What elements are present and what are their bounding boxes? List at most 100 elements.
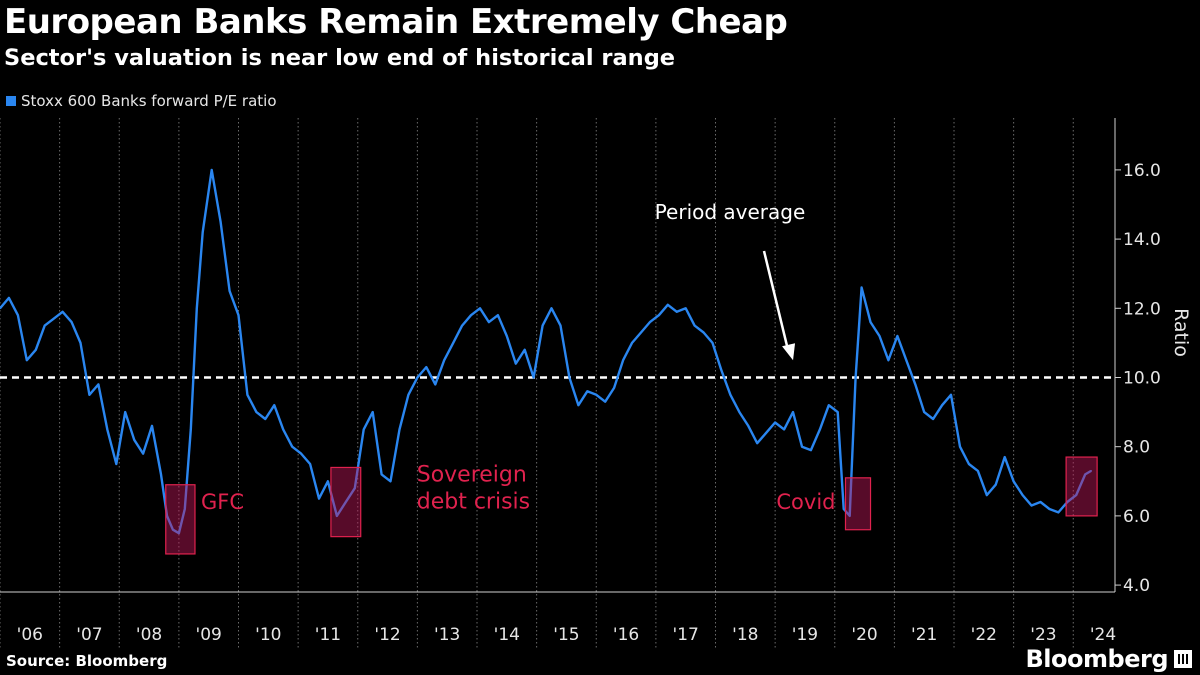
x-tick-label: '13	[434, 625, 460, 645]
data-point	[968, 463, 970, 465]
data-point	[452, 341, 455, 344]
data-point	[335, 514, 338, 517]
data-point	[97, 383, 100, 386]
data-point	[985, 494, 988, 497]
data-point	[783, 428, 785, 431]
data-point	[0, 307, 1, 310]
x-tick-label: '12	[374, 625, 400, 645]
x-tick-label: '20	[851, 625, 877, 645]
data-point	[675, 310, 678, 313]
data-point	[43, 324, 46, 327]
average-arrow-head	[782, 343, 796, 361]
data-point	[371, 411, 374, 413]
highlight-box	[844, 477, 872, 531]
x-tick-label: '11	[315, 625, 341, 645]
data-point	[195, 307, 198, 310]
data-point	[300, 452, 303, 455]
x-tick-label: '19	[792, 625, 818, 645]
data-point	[729, 393, 732, 396]
data-point	[1066, 501, 1069, 503]
x-tick-label: '22	[971, 625, 997, 645]
data-point	[1048, 508, 1051, 510]
data-point	[177, 532, 180, 535]
data-point	[1090, 470, 1093, 472]
highlight-box	[330, 466, 362, 538]
data-point	[756, 442, 759, 445]
x-tick-label: '21	[911, 625, 937, 645]
data-point	[693, 324, 696, 327]
data-point	[70, 321, 73, 324]
data-point	[115, 463, 118, 465]
data-point	[1012, 480, 1015, 483]
data-point	[827, 404, 830, 407]
x-tick-label: '06	[17, 625, 43, 645]
data-point	[16, 314, 19, 317]
data-point	[61, 310, 64, 313]
data-point	[711, 341, 714, 344]
data-point	[106, 428, 109, 431]
data-point	[1003, 456, 1006, 458]
data-point	[747, 425, 750, 427]
data-point	[255, 411, 258, 413]
chart-subtitle: Sector's valuation is near low end of hi…	[4, 45, 676, 71]
x-tick-label: '15	[553, 625, 579, 645]
x-tick-label: '18	[732, 625, 758, 645]
data-point	[309, 463, 311, 465]
data-point	[613, 386, 616, 389]
x-tick-label: '07	[76, 625, 102, 645]
data-point	[586, 390, 589, 393]
data-point	[246, 393, 249, 396]
x-tick-label: '23	[1030, 625, 1056, 645]
data-point	[380, 473, 383, 476]
data-point	[496, 314, 499, 317]
x-tick-label: '16	[613, 625, 639, 645]
annotation-label: GFC	[201, 490, 244, 514]
data-point	[604, 400, 607, 403]
data-point	[541, 324, 544, 327]
data-point	[210, 168, 213, 171]
data-point	[792, 411, 794, 413]
annotation-label: Sovereign debt crisis	[417, 462, 530, 514]
average-label: Period average	[655, 200, 806, 224]
data-point	[994, 483, 997, 486]
data-point	[577, 404, 580, 407]
data-point	[189, 428, 192, 431]
data-point	[389, 480, 392, 483]
highlight-box	[1065, 456, 1098, 517]
data-point	[1075, 494, 1078, 497]
x-tick-label: '14	[494, 625, 520, 645]
data-point	[950, 393, 952, 396]
data-point	[461, 324, 463, 327]
data-point	[1084, 473, 1087, 476]
data-point	[398, 428, 401, 431]
data-point	[622, 359, 624, 362]
legend-label: Stoxx 600 Banks forward P/E ratio	[21, 92, 277, 110]
x-tick-label: '09	[196, 625, 222, 645]
data-point	[362, 428, 365, 431]
data-point	[848, 514, 851, 517]
data-point	[896, 335, 899, 337]
data-point	[228, 290, 231, 292]
data-point	[869, 321, 872, 324]
data-point	[1057, 511, 1060, 514]
data-point	[514, 362, 517, 365]
data-point	[142, 452, 145, 455]
y-tick-label: 12.0	[1123, 299, 1161, 319]
data-point	[923, 411, 926, 413]
brand-logo: Bloomberg	[1026, 645, 1192, 673]
data-point	[8, 297, 10, 299]
data-point	[443, 359, 446, 362]
data-point	[595, 393, 598, 396]
highlight-box	[165, 484, 196, 555]
data-point	[684, 307, 687, 310]
data-point	[976, 470, 979, 472]
data-point	[172, 528, 174, 531]
brand-name: Bloomberg	[1025, 645, 1169, 673]
data-point	[52, 317, 55, 320]
data-point	[25, 359, 28, 362]
data-point	[836, 411, 839, 413]
data-point	[657, 314, 660, 317]
data-point	[79, 341, 82, 344]
data-point	[649, 321, 651, 324]
